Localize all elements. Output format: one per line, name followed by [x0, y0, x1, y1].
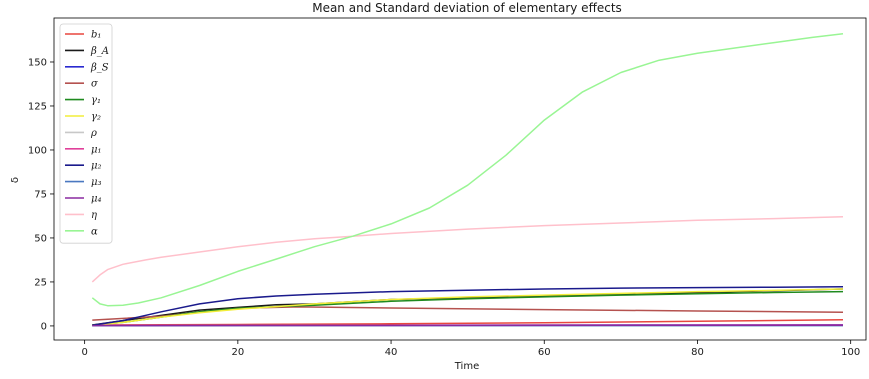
- series-line-11: [92, 217, 843, 282]
- x-tick-label: 40: [385, 347, 398, 358]
- series-line-3: [92, 307, 843, 320]
- y-tick-label: 75: [34, 189, 47, 200]
- series-line-0: [92, 320, 843, 325]
- x-tick-label: 60: [538, 347, 551, 358]
- legend-label-10: μ₄: [91, 194, 102, 205]
- legend-label-4: γ₁: [91, 95, 101, 106]
- y-tick-label: 100: [28, 145, 47, 156]
- legend-label-11: η: [91, 210, 97, 221]
- y-tick-label: 25: [34, 277, 47, 288]
- legend-label-6: ρ: [90, 128, 97, 139]
- y-tick-label: 125: [28, 101, 47, 112]
- y-tick-label: 0: [41, 321, 47, 332]
- legend-label-0: b₁: [91, 30, 101, 41]
- x-tick-label: 0: [81, 347, 87, 358]
- y-tick-label: 150: [28, 57, 47, 68]
- legend-label-12: α: [91, 226, 98, 237]
- legend-label-9: μ₃: [91, 177, 102, 188]
- x-axis-label: Time: [454, 361, 479, 372]
- x-tick-label: 80: [691, 347, 704, 358]
- x-tick-label: 100: [841, 347, 860, 358]
- legend-label-1: β_A: [90, 46, 109, 57]
- legend-label-8: μ₂: [91, 161, 102, 172]
- series-line-1: [92, 289, 843, 325]
- y-axis-label: δ: [10, 177, 21, 183]
- x-tick-label: 20: [231, 347, 244, 358]
- series-line-12: [92, 34, 843, 306]
- series-line-5: [92, 289, 843, 325]
- legend-label-7: μ₁: [91, 144, 102, 155]
- legend-label-2: β_S: [90, 62, 109, 73]
- legend-label-5: γ₂: [91, 112, 101, 123]
- chart-title: Mean and Standard deviation of elementar…: [312, 1, 622, 15]
- legend-label-3: σ: [91, 79, 99, 90]
- y-tick-label: 50: [34, 233, 47, 244]
